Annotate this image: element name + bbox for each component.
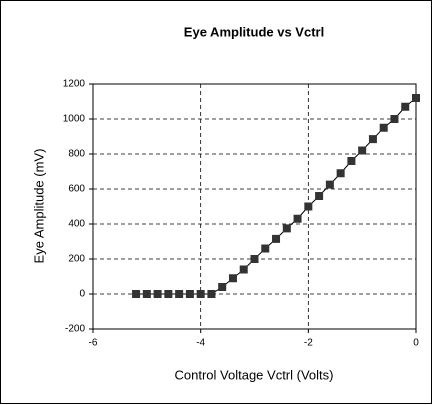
x-tick-label: -6 [89,338,98,349]
data-point [336,169,345,178]
y-tick-label: 0 [79,289,85,300]
data-point [132,290,141,298]
x-tick-label: -4 [196,338,205,349]
data-point [358,146,367,155]
data-point [379,123,388,132]
y-axis-label: Eye Amplitude (mV) [31,149,46,264]
data-point [390,115,399,123]
data-point [315,192,324,200]
data-point [304,202,313,211]
data-point [164,290,173,298]
data-point [412,94,420,102]
data-point [347,157,356,165]
y-tick-label: 1200 [63,79,86,90]
data-point [250,255,259,263]
data-point [207,290,216,298]
data-point [228,274,237,283]
y-tick-label: 200 [68,254,85,265]
y-tick-label: 400 [68,219,85,230]
data-point [196,290,205,298]
y-tick-label: 600 [68,184,85,195]
data-point [282,224,291,233]
data-point [293,214,302,223]
data-point [153,290,162,298]
data-point [368,135,377,144]
data-point [239,265,248,274]
data-point [272,234,281,243]
x-axis-label: Control Voltage Vctrl (Volts) [175,367,334,382]
y-tick-label: 1000 [63,114,86,125]
x-tick-label: -2 [304,338,313,349]
data-point [218,283,227,291]
y-tick-label: -200 [65,324,85,335]
data-point [185,290,194,298]
x-tick-label: 0 [413,338,419,349]
data-point [142,290,151,298]
plot-area [92,83,417,330]
chart-title: Eye Amplitude vs Vctrl [184,24,324,39]
data-point [175,290,184,298]
data-point [261,244,270,253]
data-point [325,180,334,189]
y-tick-label: 800 [68,149,85,160]
data-point [401,102,410,111]
